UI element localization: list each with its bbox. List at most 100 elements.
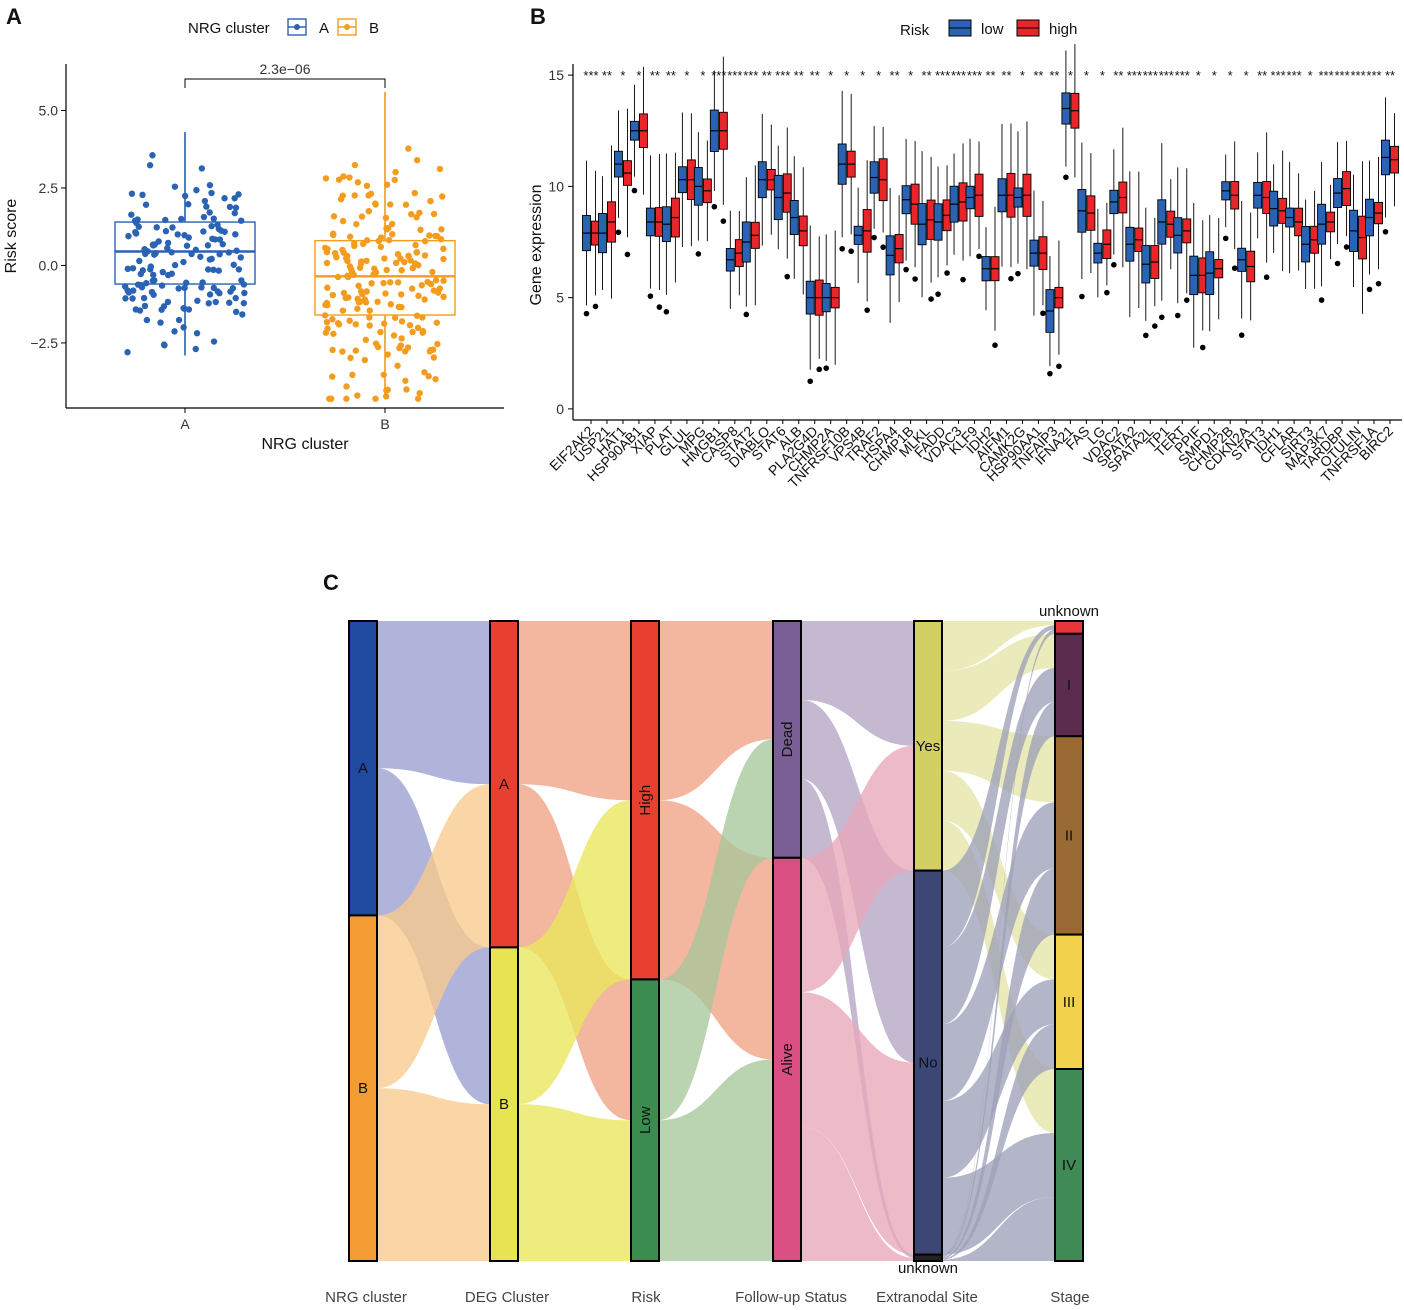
data-point (233, 247, 240, 254)
data-point (427, 197, 434, 205)
data-point (382, 393, 390, 400)
data-point (322, 329, 330, 336)
data-point (339, 192, 346, 199)
sankey-flow (942, 625, 1055, 948)
data-point (229, 285, 237, 292)
gene-outlier (1263, 274, 1270, 281)
significance-mark: * (620, 68, 625, 83)
data-point (181, 284, 188, 292)
data-point (348, 268, 356, 275)
data-point (436, 285, 444, 292)
significance-mark: ** (602, 68, 612, 83)
data-point (380, 320, 388, 327)
gene-outlier (711, 203, 718, 210)
panel-a-boxplot: −2.5 0.0 2.5 5.0 Risk score NRG cluster A B 2.3e… (3, 18, 504, 453)
significance-mark: *** (1287, 68, 1302, 83)
data-point (201, 197, 209, 205)
data-point (160, 303, 168, 310)
x-tick-label: B (380, 416, 389, 432)
data-point (432, 232, 439, 240)
data-point (346, 233, 354, 240)
sankey-flow (801, 992, 914, 1255)
data-point (339, 307, 347, 314)
data-point (198, 165, 206, 172)
data-point (418, 282, 425, 289)
data-point (324, 284, 331, 291)
sankey-flow (518, 800, 631, 1105)
gene-outlier (1111, 262, 1117, 268)
significance-mark: *** (743, 68, 758, 83)
data-point (421, 296, 428, 303)
data-point (387, 301, 395, 308)
data-point (147, 263, 155, 270)
sankey-node (772, 620, 802, 859)
sankey-node-label: Low (637, 1106, 654, 1134)
significance-mark: * (860, 68, 865, 83)
data-point (329, 316, 336, 323)
significance-mark: * (1308, 68, 1313, 83)
data-point (362, 299, 370, 306)
sankey-node-label: Alive (779, 1043, 796, 1076)
data-point (351, 242, 358, 250)
data-point (391, 176, 398, 184)
gene-outlier (1382, 228, 1389, 235)
sankey-node-label: IV (1062, 1157, 1076, 1174)
data-point (414, 324, 422, 332)
legend-key-dot (294, 24, 300, 30)
data-point (199, 279, 206, 286)
gene-outlier (1318, 297, 1325, 303)
data-point (197, 253, 204, 260)
data-point (204, 242, 212, 249)
gene-outlier (912, 276, 918, 282)
sankey-node-label: unknown (898, 1260, 958, 1277)
data-point (361, 356, 369, 364)
data-point (181, 305, 188, 312)
data-point (210, 338, 218, 345)
data-point (384, 351, 391, 358)
gene-outlier (871, 234, 877, 241)
pvalue-label: 2.3e−06 (260, 61, 311, 77)
data-point (430, 210, 438, 218)
data-point (334, 273, 342, 281)
data-point (241, 289, 248, 297)
data-point (351, 192, 358, 199)
gene-outlier (743, 311, 750, 318)
data-point (214, 221, 221, 228)
data-point (193, 186, 200, 194)
data-point (128, 190, 136, 197)
sankey-flow (942, 802, 1055, 1101)
data-point (374, 343, 382, 351)
y-tick-label: 2.5 (39, 180, 59, 196)
data-point (372, 395, 379, 402)
data-point (385, 236, 393, 244)
gene-outlier (1174, 312, 1181, 319)
data-point (175, 316, 183, 324)
significance-mark: *** (1159, 68, 1174, 83)
data-point (140, 294, 148, 302)
data-point (398, 291, 405, 298)
data-point (429, 268, 436, 276)
legend-label-low: low (981, 21, 1004, 38)
sankey-node (1054, 632, 1084, 738)
data-point (416, 389, 423, 397)
data-point (394, 362, 401, 369)
data-point (128, 211, 135, 218)
gene-outlier (935, 291, 941, 297)
gene-outlier (1158, 314, 1165, 321)
sankey-flow (801, 745, 914, 993)
gene-outlier (1222, 235, 1229, 242)
significance-mark: *** (775, 68, 790, 83)
data-point (340, 173, 347, 180)
sankey-node (772, 856, 802, 1262)
sankey-node (1054, 735, 1084, 936)
data-point (353, 220, 360, 228)
data-point (408, 285, 416, 292)
significance-mark: ** (1257, 68, 1267, 83)
significance-mark: *** (1271, 68, 1286, 83)
data-point (365, 192, 372, 199)
data-point (219, 241, 226, 248)
data-point (339, 217, 347, 225)
sankey-flow (942, 702, 1055, 1258)
